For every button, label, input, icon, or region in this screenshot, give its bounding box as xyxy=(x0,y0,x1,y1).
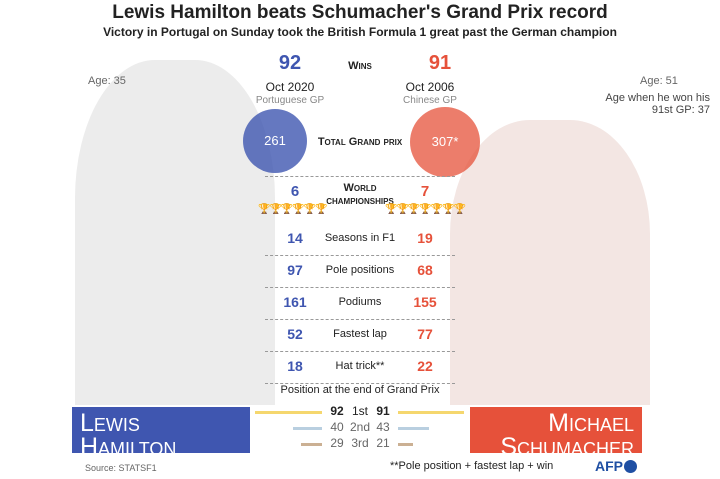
hamilton-podiums: 161 xyxy=(283,294,307,310)
schumacher-position-bar xyxy=(398,427,430,430)
championships-label: World championships xyxy=(326,182,394,207)
seasons-label: Seasons in F1 xyxy=(324,232,396,244)
schumacher-last-name: Schumacher xyxy=(500,433,634,461)
hamilton-trophy-icons: 🏆🏆🏆🏆🏆🏆 xyxy=(258,204,328,215)
page-title: Lewis Hamilton beats Schumacher's Grand … xyxy=(112,2,608,23)
schumacher-total-gp-circle: 307* xyxy=(410,107,480,177)
divider xyxy=(265,383,455,384)
hamilton-hat_trick: 18 xyxy=(287,358,303,374)
subtitle: Victory in Portugal on Sunday took the B… xyxy=(103,25,617,39)
hat_trick-label: Hat trick** xyxy=(335,360,385,372)
divider xyxy=(265,319,455,320)
total-gp-label: Total Grand prix xyxy=(317,136,403,148)
position-label: 1st xyxy=(351,404,368,418)
divider xyxy=(265,255,455,256)
schumacher-podiums: 155 xyxy=(413,294,437,310)
footnote: **Pole position + fastest lap + win xyxy=(390,460,554,472)
hamilton-fastest_lap: 52 xyxy=(287,326,303,342)
hamilton-total-gp-circle: 261 xyxy=(243,109,307,173)
position-label: 2nd xyxy=(349,420,371,434)
hamilton-position-bar xyxy=(292,427,322,430)
source: Source: STATSF1 xyxy=(85,463,157,473)
schumacher-championships: 7 xyxy=(420,183,430,200)
schumacher-win-gp: Chinese GP xyxy=(403,95,457,106)
podiums-label: Podiums xyxy=(338,296,382,308)
schumacher-trophy-icons: 🏆🏆🏆🏆🏆🏆🏆 xyxy=(385,204,466,215)
schumacher-wins: 91 xyxy=(428,52,452,74)
hamilton-first-name: Lewis xyxy=(80,409,140,437)
wins-label: Wins xyxy=(348,60,372,72)
hamilton-last-name: Hamilton xyxy=(80,433,177,461)
schumacher-position-bar xyxy=(398,411,465,414)
hamilton-wins: 92 xyxy=(278,52,302,74)
positions-title: Position at the end of Grand Prix xyxy=(280,384,440,396)
schumacher-photo xyxy=(450,120,650,405)
schumacher-name-box: Michael Schumacher xyxy=(470,407,642,460)
schumacher-hat_trick: 22 xyxy=(417,358,433,374)
schumacher-fastest_lap: 77 xyxy=(417,326,433,342)
schumacher-poles: 68 xyxy=(417,262,433,278)
schumacher-position-value: 91 xyxy=(376,404,390,418)
hamilton-position-bar xyxy=(300,443,322,446)
poles-label: Pole positions xyxy=(325,264,395,276)
hamilton-seasons: 14 xyxy=(287,230,303,246)
fastest_lap-label: Fastest lap xyxy=(333,328,387,340)
hamilton-poles: 97 xyxy=(287,262,303,278)
hamilton-position-value: 40 xyxy=(330,420,344,434)
hamilton-age: Age: 35 xyxy=(88,75,126,87)
schumacher-win-date: Oct 2006 xyxy=(405,80,455,94)
schumacher-position-value: 21 xyxy=(376,436,390,450)
hamilton-position-bar xyxy=(254,411,322,414)
hamilton-position-value: 92 xyxy=(330,404,344,418)
hamilton-position-value: 29 xyxy=(330,436,344,450)
afp-logo-dot xyxy=(624,460,637,473)
divider xyxy=(265,176,455,177)
schumacher-first-name: Michael xyxy=(548,409,634,437)
hamilton-win-gp: Portuguese GP xyxy=(255,95,325,106)
hamilton-name-box: Lewis Hamilton xyxy=(72,407,250,460)
schumacher-position-value: 43 xyxy=(376,420,390,434)
hamilton-championships: 6 xyxy=(290,183,300,200)
afp-logo: AFP xyxy=(595,458,623,474)
schumacher-position-bar xyxy=(398,443,414,446)
divider xyxy=(265,287,455,288)
hamilton-win-date: Oct 2020 xyxy=(265,80,315,94)
schumacher-seasons: 19 xyxy=(417,230,433,246)
schumacher-age-note: Age when he won his 91st GP: 37 xyxy=(605,92,710,116)
divider xyxy=(265,351,455,352)
hamilton-photo xyxy=(75,60,275,405)
position-label: 3rd xyxy=(351,436,369,450)
schumacher-age: Age: 51 xyxy=(640,75,678,87)
